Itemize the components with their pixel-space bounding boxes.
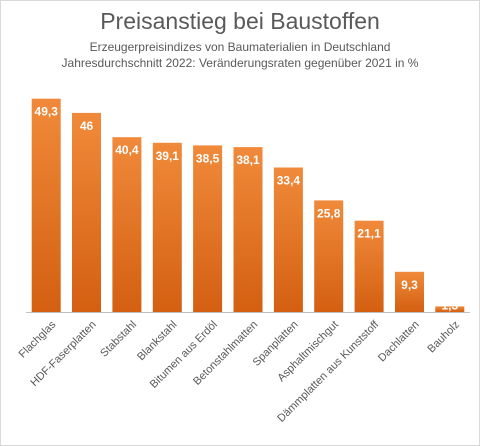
bar-10	[435, 306, 465, 312]
chart-subtitle-line-2: Jahresdurchschnitt 2022: Veränderungsrat…	[61, 56, 419, 70]
bar-value-label-7: 25,8	[317, 206, 341, 220]
bar-3	[152, 142, 182, 312]
bar-value-label-5: 38,1	[236, 153, 260, 167]
bar-2	[112, 137, 142, 312]
bar-9	[395, 271, 424, 312]
bar-7	[314, 200, 344, 312]
bar-4	[193, 145, 223, 312]
bar-0	[31, 98, 61, 312]
bar-1	[72, 112, 101, 313]
bar-value-label-0: 49,3	[35, 105, 59, 119]
bar-8	[354, 220, 384, 312]
x-tick-label-0: Flachglas	[17, 318, 59, 360]
bar-value-label-6: 33,4	[277, 174, 301, 188]
x-tick-label-9: Dachlatten	[376, 319, 422, 365]
bar-value-label-8: 21,1	[357, 227, 381, 241]
bar-value-label-3: 39,1	[156, 149, 180, 163]
chart-subtitle-line-1: Erzeugerpreisindizes von Baumaterialien …	[89, 40, 391, 54]
bar-5	[233, 147, 263, 312]
bar-value-label-9: 9,3	[401, 278, 418, 292]
chart-title: Preisanstieg bei Baustoffen	[100, 8, 380, 34]
bar-value-label-2: 40,4	[115, 143, 139, 157]
bar-value-label-4: 38,5	[196, 151, 220, 165]
bar-value-label-10: 1,3	[441, 298, 458, 312]
x-tick-label-10: Bauholz	[425, 319, 462, 356]
bar-6	[273, 167, 303, 312]
x-tick-label-4: Bitumen aus Erdöl	[148, 319, 220, 391]
bar-value-label-1: 46	[80, 119, 94, 133]
x-tick-label-2: Stabstahl	[98, 319, 139, 360]
